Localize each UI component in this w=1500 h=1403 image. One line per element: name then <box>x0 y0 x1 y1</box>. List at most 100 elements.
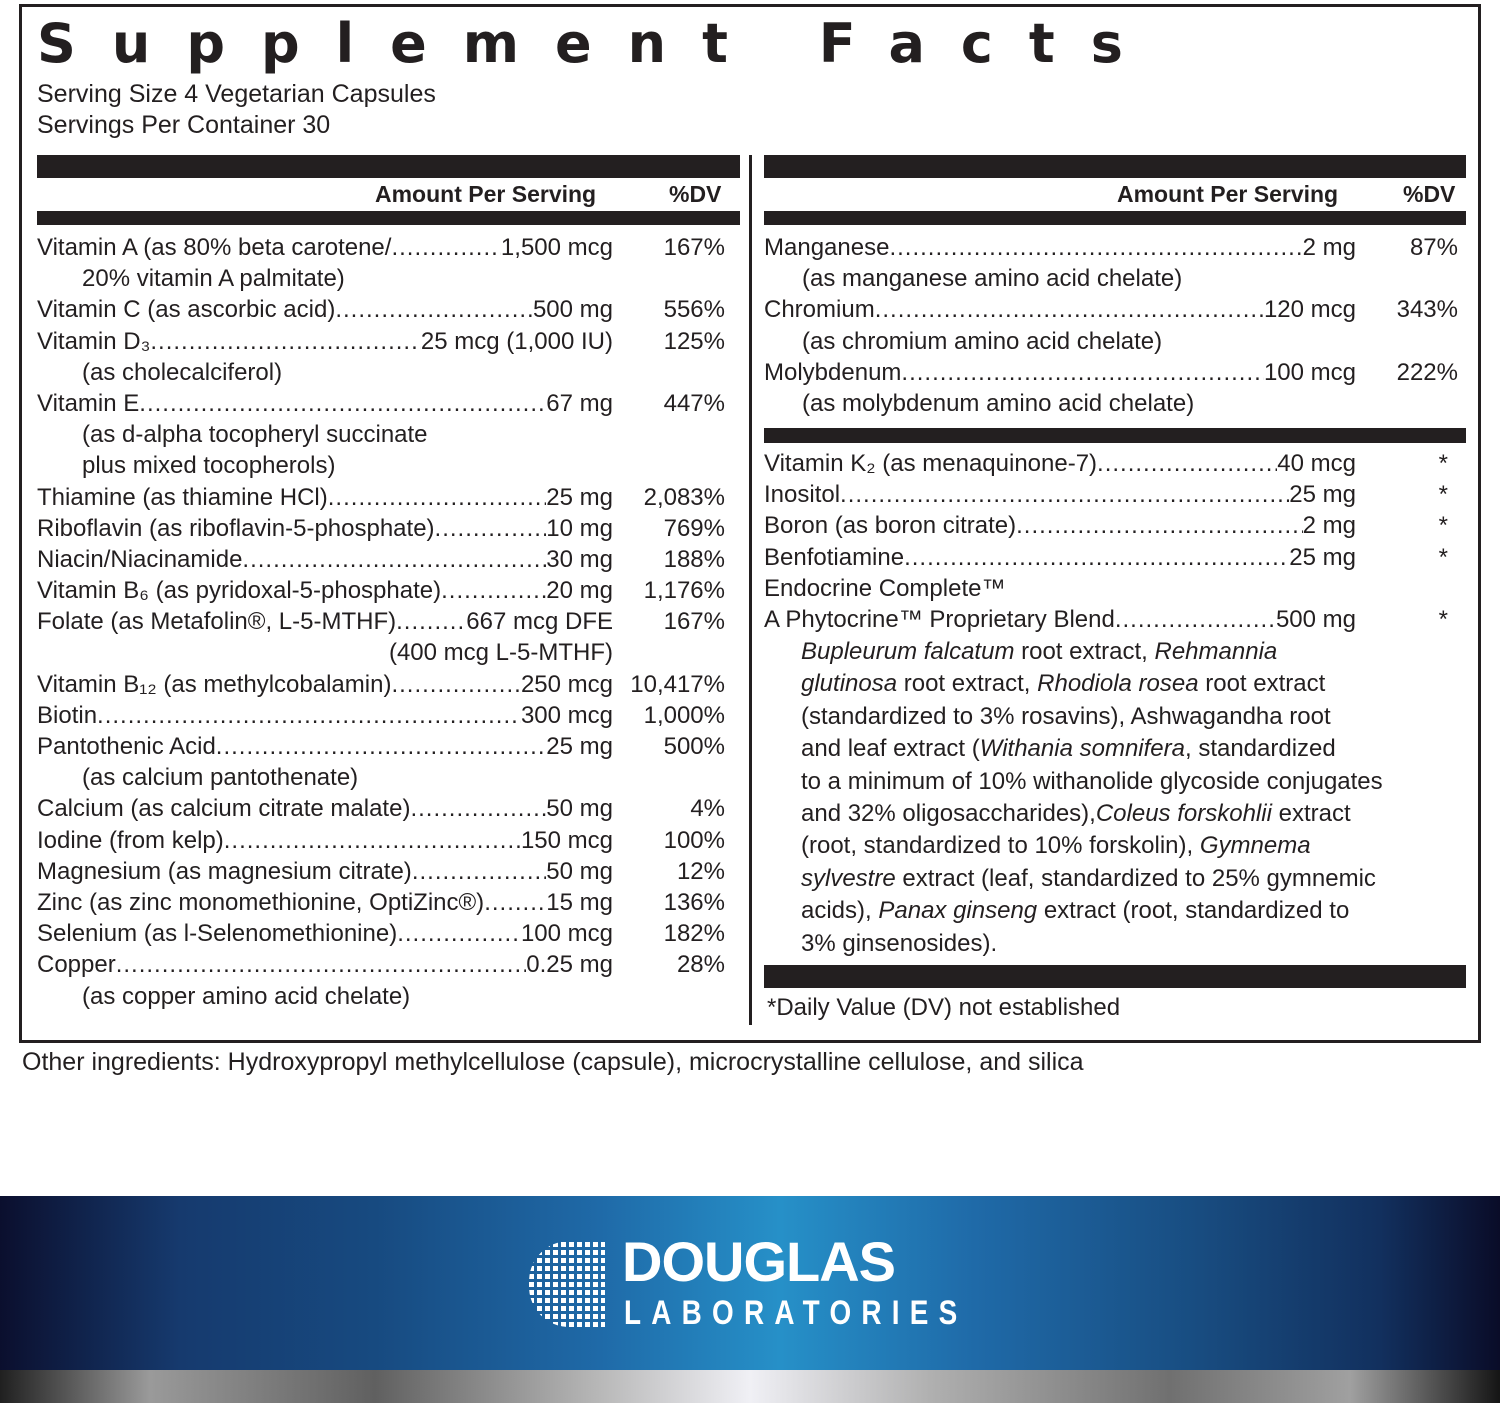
daily-value: 1,176% <box>643 577 725 605</box>
nutrient-amount: 0.25 mg <box>526 951 613 979</box>
dot-leader <box>391 669 521 700</box>
nutrient-row: Manganese 2 mg 87% (as manganese amino acid… <box>764 232 1460 294</box>
daily-value: 167% <box>663 234 725 261</box>
nutrient-source-line: (as chromium amino acid chelate) <box>802 327 1163 355</box>
nutrient-row: Vitamin A (as 80% beta carotene/1,500 mc… <box>37 232 727 294</box>
nutrient-row: Vitamin C (as ascorbic acid) 500 mg 556% <box>37 294 727 325</box>
divider-bar <box>764 211 1466 225</box>
daily-value: 136% <box>663 888 725 916</box>
daily-value: 28% <box>676 951 725 979</box>
nutrient-line: Endocrine Complete™ <box>764 573 1356 604</box>
nutrient-row: Biotin 300 mcg 1,000% <box>37 700 727 731</box>
nutrient-amount: 25 mcg (1,000 IU) <box>420 327 613 355</box>
nutrient-amount: 40 mcg <box>1277 450 1356 477</box>
dot-leader <box>410 793 546 824</box>
nutrient-line: Pantothenic Acid 25 mg 500% <box>37 731 725 762</box>
nutrient-name: Inositol <box>764 481 841 509</box>
dot-leader <box>150 326 421 357</box>
nutrient-line: Magnesium (as magnesium citrate) 50 mg 12% <box>37 856 725 887</box>
nutrient-line: Niacin/Niacinamide 30 mg 188% <box>37 544 725 575</box>
dot-leader <box>224 825 521 856</box>
nutrient-row: Thiamine (as thiamine HCl) 25 mg 2,083% <box>37 482 727 513</box>
nutrient-amount: 2 mg <box>1302 512 1356 540</box>
dot-leader <box>116 949 527 980</box>
blend-text: root extract, <box>897 670 1038 698</box>
daily-value: 100% <box>663 826 725 854</box>
botanical-name: Panax ginseng <box>878 897 1038 925</box>
dot-leader <box>441 575 546 606</box>
nutrient-line: Selenium (as l-Selenomethionine) 100 mcg 1… <box>37 918 725 949</box>
botanical-name: Rhodiola rosea <box>1037 670 1199 698</box>
nutrient-row: Vitamin D₃ 25 mcg (1,000 IU) 125% (as chole… <box>37 326 727 388</box>
dot-leader <box>1016 510 1303 541</box>
dv-header-left: %DV <box>669 181 722 207</box>
nutrient-source-line: (400 mcg L-5-MTHF) <box>388 639 613 667</box>
nutrient-name: Vitamin A (as 80% beta carotene/ <box>37 234 392 261</box>
blend-text: (root, standardized to 10% forskolin), <box>801 832 1200 860</box>
silver-stripe <box>0 1370 1500 1403</box>
nutrient-line: Riboflavin (as riboflavin-5-phosphate) 10… <box>37 513 725 544</box>
nutrient-row: Vitamin B₁₂ (as methylcobalamin) 250 mcg 1… <box>37 669 727 700</box>
nutrient-line: A Phytocrine™ Proprietary Blend 500 mg * <box>764 604 1448 635</box>
nutrient-name: Thiamine (as thiamine HCl) <box>37 483 328 511</box>
nutrient-line: Biotin 300 mcg 1,000% <box>37 700 725 731</box>
nutrient-name: Zinc (as zinc monomethionine, OptiZinc®) <box>37 888 485 916</box>
botanical-name: glutinosa <box>801 670 898 698</box>
nutrient-amount: 20 mg <box>546 577 613 605</box>
blend-text: root extract, <box>1014 638 1155 665</box>
nutrient-amount: 1,500 mcg <box>500 234 613 261</box>
daily-value: * <box>1438 512 1448 540</box>
botanical-name: Withania somnifera <box>979 735 1185 763</box>
daily-value: * <box>1438 605 1448 633</box>
nutrient-name: Selenium (as l-Selenomethionine) <box>37 920 398 948</box>
nutrient-name: Vitamin B₆ (as pyridoxal-5-phosphate) <box>37 577 442 605</box>
nutrient-name: A Phytocrine™ Proprietary Blend <box>764 605 1115 633</box>
nutrient-amount: 100 mcg <box>1263 358 1356 386</box>
nutrient-source-line: 20% vitamin A palmitate) <box>82 265 345 293</box>
nutrient-row: Vitamin B₆ (as pyridoxal-5-phosphate) 20 … <box>37 575 727 606</box>
serving-size: Serving Size 4 Vegetarian Capsules <box>37 80 436 108</box>
nutrient-amount: 120 mcg <box>1263 296 1356 324</box>
nutrient-row: Riboflavin (as riboflavin-5-phosphate) 10… <box>37 513 727 544</box>
proprietary-blend-description: Bupleurum falcatum root extract, Rehmann… <box>801 636 1383 960</box>
daily-value: 1,000% <box>643 701 725 729</box>
blend-line: to a minimum of 10% withanolide glycosid… <box>801 766 1383 798</box>
blend-line: (standardized to 3% rosavins), Ashwagand… <box>801 701 1383 733</box>
daily-value: 12% <box>676 857 725 885</box>
blend-text: extract (leaf, standardized to 25% gymne… <box>895 864 1376 892</box>
nutrient-row: Calcium (as calcium citrate malate) 50 mg… <box>37 793 727 824</box>
nutrient-line: Chromium 120 mcg 343% <box>764 294 1458 325</box>
dot-leader <box>412 856 546 887</box>
nutrient-source-line: (as calcium pantothenate) <box>82 764 359 792</box>
dot-leader <box>139 388 546 419</box>
left-nutrient-list: Vitamin A (as 80% beta carotene/1,500 mc… <box>37 232 727 1012</box>
dot-leader <box>216 731 547 762</box>
daily-value: 222% <box>1396 358 1458 386</box>
daily-value: * <box>1438 543 1448 571</box>
nutrient-amount: 500 mg <box>532 296 613 324</box>
amount-header-left: Amount Per Serving <box>375 181 597 207</box>
nutrient-row: Copper 0.25 mg 28% (as copper amino acid ch… <box>37 949 727 1011</box>
nutrient-line: Molybdenum 100 mcg 222% <box>764 357 1458 388</box>
nutrient-source-line: (as manganese amino acid chelate) <box>802 265 1183 293</box>
blend-text: root extract <box>1198 670 1326 698</box>
nutrient-amount: 2 mg <box>1302 234 1356 261</box>
other-ingredient-list: Vitamin K₂ (as menaquinone-7)40 mcg*Inos… <box>764 448 1460 635</box>
nutrient-row: Vitamin K₂ (as menaquinone-7) 40 mcg * <box>764 448 1460 479</box>
nutrient-amount: 150 mcg <box>520 826 613 854</box>
nutrient-name: Niacin/Niacinamide <box>37 545 243 573</box>
divider-bar <box>764 965 1466 988</box>
blend-line: acids), Panax ginseng extract (root, sta… <box>801 895 1383 927</box>
dot-leader <box>875 294 1264 325</box>
nutrient-line: Vitamin A (as 80% beta carotene/1,500 mc… <box>37 232 725 263</box>
right-nutrient-list: Manganese 2 mg 87% (as manganese amino acid… <box>764 232 1460 419</box>
nutrient-line: Vitamin C (as ascorbic acid) 500 mg 556% <box>37 294 725 325</box>
nutrient-name: Vitamin C (as ascorbic acid) <box>37 296 336 324</box>
dot-leader <box>1115 604 1276 635</box>
nutrient-line: Iodine (from kelp) 150 mcg 100% <box>37 825 725 856</box>
nutrient-line: Vitamin B₁₂ (as methylcobalamin) 250 mcg 1… <box>37 669 725 700</box>
nutrient-amount: 25 mg <box>1289 481 1356 509</box>
daily-value: 87% <box>1409 234 1458 261</box>
brand-subname: LABORATORIES <box>624 1294 968 1332</box>
supplement-facts-panel <box>19 4 1481 1043</box>
